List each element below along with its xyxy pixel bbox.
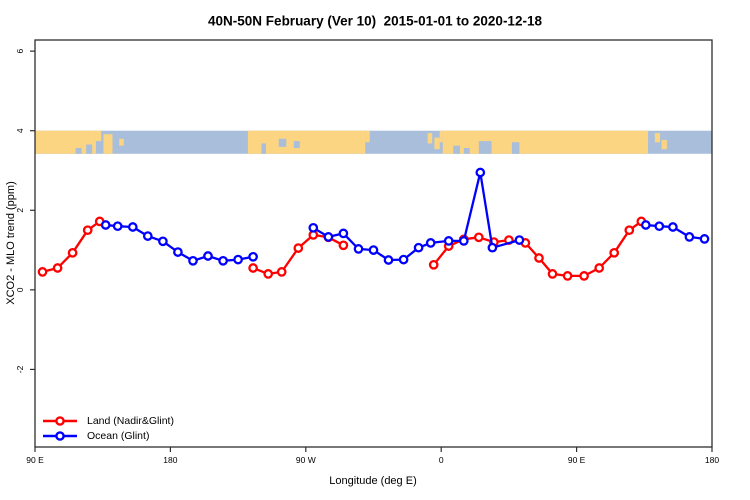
chart-title: 40N-50N February (Ver 10) 2015-01-01 to … <box>208 13 542 29</box>
data-point <box>413 242 424 253</box>
data-point <box>383 255 394 265</box>
y-tick-label: 4 <box>15 128 25 133</box>
legend-item-ocean: Ocean (Glint) <box>42 428 174 443</box>
map-band-land-patch <box>103 134 113 154</box>
data-point <box>699 234 710 244</box>
map-band-land-patch <box>365 130 370 143</box>
x-tick-label: 0 <box>439 455 444 465</box>
map-band-land-patch <box>439 130 443 143</box>
data-point <box>338 228 349 239</box>
legend-label-land: Land (Nadir&Glint) <box>87 414 174 427</box>
y-tick-label: 6 <box>15 49 25 54</box>
x-tick-label: 90 W <box>296 455 316 465</box>
data-point <box>127 222 138 232</box>
data-point <box>67 247 78 258</box>
data-point <box>487 242 498 253</box>
land-marker-icon <box>43 415 77 426</box>
data-point <box>218 255 228 266</box>
data-point <box>233 254 243 265</box>
map-band-ocean-patch <box>86 144 93 154</box>
data-point <box>338 240 349 251</box>
data-point <box>428 259 439 270</box>
y-tick-label: 0 <box>15 287 25 292</box>
data-point <box>547 269 558 279</box>
data-point <box>158 236 168 247</box>
y-tick-label: 2 <box>15 208 25 213</box>
data-point <box>82 225 93 236</box>
ocean-marker-icon <box>43 430 77 441</box>
data-point <box>398 254 409 265</box>
map-band-land-patch <box>442 130 649 154</box>
data-point <box>248 263 258 273</box>
data-point <box>173 247 183 257</box>
data-point <box>308 222 319 233</box>
data-point <box>443 236 454 246</box>
data-point <box>203 251 213 261</box>
map-band-ocean-patch <box>278 138 287 147</box>
data-point <box>100 220 111 230</box>
data-point <box>594 263 605 273</box>
data-point <box>640 220 651 230</box>
data-point <box>112 221 123 232</box>
data-point <box>514 235 525 245</box>
plot-box <box>34 39 713 448</box>
map-band-land-patch <box>247 130 366 154</box>
map-band-land-patch <box>654 133 661 143</box>
map-band-land-patch <box>661 139 667 150</box>
data-point <box>52 263 63 273</box>
data-point <box>425 238 436 248</box>
map-band-ocean-patch <box>463 148 470 154</box>
map-band-ocean-patch <box>75 148 82 154</box>
data-point <box>323 232 334 242</box>
data-point <box>458 236 469 246</box>
data-point <box>188 255 198 266</box>
data-point <box>142 231 153 241</box>
data-point <box>263 269 274 279</box>
data-point <box>368 245 379 255</box>
map-band-ocean-patch <box>261 143 266 154</box>
y-tick-label: -2 <box>15 365 25 373</box>
map-band-ocean-patch <box>293 141 300 149</box>
data-point <box>37 267 48 277</box>
map-band-land-patch <box>95 130 102 142</box>
x-tick-label: 180 <box>163 455 177 465</box>
map-band-ocean-patch <box>511 142 520 154</box>
series-line <box>432 220 643 278</box>
data-point <box>579 271 589 281</box>
data-point <box>562 271 573 281</box>
data-point <box>248 251 258 262</box>
data-point <box>276 267 287 277</box>
map-band-land-patch <box>427 133 433 144</box>
x-tick-label: 180 <box>705 455 719 465</box>
map-band-land-patch <box>119 138 124 146</box>
data-point <box>609 247 620 258</box>
data-point <box>293 243 304 253</box>
map-band-land-patch <box>434 137 440 150</box>
data-point <box>473 232 484 243</box>
data-point <box>353 244 364 254</box>
x-tick-label: 90 E <box>26 455 44 465</box>
y-axis-label: XCO2 - MLO trend (ppm) <box>5 181 17 305</box>
data-point <box>668 222 678 232</box>
data-point <box>684 232 695 242</box>
data-point <box>624 225 635 236</box>
x-tick-label: 90 E <box>568 455 586 465</box>
legend-item-land: Land (Nadir&Glint) <box>42 413 174 428</box>
data-point <box>654 221 665 232</box>
map-band-ocean-patch <box>453 145 461 154</box>
data-point <box>475 167 486 178</box>
legend: Land (Nadir&Glint) Ocean (Glint) <box>42 413 174 443</box>
legend-label-ocean: Ocean (Glint) <box>87 429 150 442</box>
map-band-ocean-patch <box>478 141 492 154</box>
data-point <box>534 253 544 263</box>
x-axis-label: Longitude (deg E) <box>329 475 417 487</box>
